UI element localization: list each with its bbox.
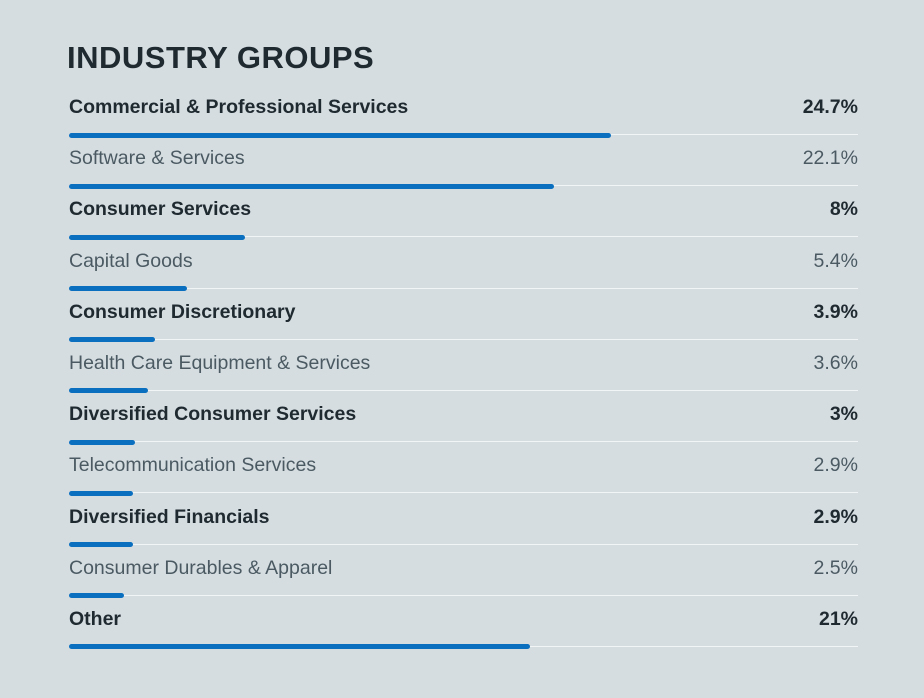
bar-row: Capital Goods 5.4% xyxy=(69,241,858,292)
bar xyxy=(69,132,611,138)
bar-label: Capital Goods xyxy=(69,249,193,272)
bar-label: Diversified Consumer Services xyxy=(69,403,357,426)
bar-label: Diversified Financials xyxy=(69,505,270,528)
bar-label: Software & Services xyxy=(69,147,245,170)
bar-value-label: 24.7% xyxy=(802,96,858,118)
bar-row: Consumer Durables & Apparel 2.5% xyxy=(69,548,858,599)
bar-row: Telecommunication Services 2.9% xyxy=(69,445,858,496)
bar-track xyxy=(69,287,858,289)
bar-label: Consumer Durables & Apparel xyxy=(69,556,333,579)
bar xyxy=(69,286,187,292)
bar-label: Telecommunication Services xyxy=(69,454,317,477)
bar xyxy=(69,183,554,189)
bar-track xyxy=(69,492,858,494)
bar xyxy=(69,542,133,547)
bar-value-label: 3.6% xyxy=(813,351,858,374)
bar-row: Consumer Services 8% xyxy=(69,189,858,240)
bar-value-label: 2.9% xyxy=(813,454,858,477)
bar-row: Software & Services 22.1% xyxy=(69,138,858,189)
bar-label: Consumer Discretionary xyxy=(69,300,296,323)
bar-value-label: 21% xyxy=(818,607,858,630)
bar xyxy=(69,439,135,445)
bar xyxy=(69,388,148,394)
bar-row: Diversified Financials 2.9% xyxy=(69,497,858,548)
bar-list: Commercial & Professional Services 24.7% S… xyxy=(69,87,858,650)
bar-track xyxy=(69,594,858,596)
bar-label: Commercial & Professional Services xyxy=(69,96,409,118)
bar-value-label: 8% xyxy=(829,198,858,221)
chart-title: INDUSTRY GROUPS xyxy=(67,40,375,75)
bar-track xyxy=(69,441,858,443)
bar-track xyxy=(69,543,858,545)
bar-label: Other xyxy=(69,607,122,630)
bar-value-label: 22.1% xyxy=(802,147,858,170)
bar-row: Consumer Discretionary 3.9% xyxy=(69,292,858,343)
bar xyxy=(69,234,245,240)
bar-value-label: 5.4% xyxy=(813,249,858,272)
bar-value-label: 3% xyxy=(829,403,858,426)
bar xyxy=(69,644,530,650)
bar xyxy=(69,490,133,496)
bar-label: Consumer Services xyxy=(69,198,252,221)
bar-track xyxy=(69,338,858,340)
bar-value-label: 3.9% xyxy=(813,300,858,323)
bar-label: Health Care Equipment & Services xyxy=(69,351,371,374)
bar-value-label: 2.9% xyxy=(813,505,858,528)
bar-track xyxy=(69,389,858,391)
bar-row: Health Care Equipment & Services 3.6% xyxy=(69,343,858,394)
bar xyxy=(69,593,124,599)
bar-value-label: 2.5% xyxy=(813,556,858,579)
bar-row: Diversified Consumer Services 3% xyxy=(69,394,858,445)
bar-row: Commercial & Professional Services 24.7% xyxy=(69,87,858,138)
bar xyxy=(69,337,155,343)
bar-row: Other 21% xyxy=(69,599,858,650)
bar-track xyxy=(69,236,858,238)
